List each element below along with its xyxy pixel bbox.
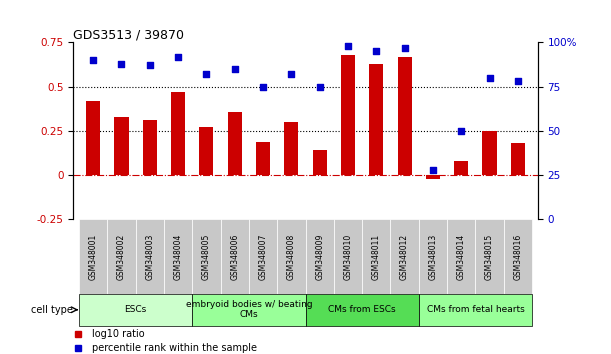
Bar bbox=[108, 219, 136, 294]
Text: GSM348014: GSM348014 bbox=[457, 234, 466, 280]
Point bbox=[202, 72, 211, 77]
Text: ESCs: ESCs bbox=[125, 305, 147, 314]
Bar bbox=[192, 294, 306, 326]
Bar bbox=[221, 219, 249, 294]
Text: GSM348009: GSM348009 bbox=[315, 233, 324, 280]
Point bbox=[145, 63, 155, 68]
Text: GSM348005: GSM348005 bbox=[202, 233, 211, 280]
Bar bbox=[447, 219, 475, 294]
Text: GSM348012: GSM348012 bbox=[400, 234, 409, 280]
Bar bbox=[199, 127, 213, 175]
Bar bbox=[277, 219, 306, 294]
Bar bbox=[419, 219, 447, 294]
Bar bbox=[475, 219, 503, 294]
Text: GSM348001: GSM348001 bbox=[89, 234, 98, 280]
Text: GSM348007: GSM348007 bbox=[258, 233, 268, 280]
Bar bbox=[362, 219, 390, 294]
Bar bbox=[171, 92, 185, 175]
Bar bbox=[306, 294, 419, 326]
Bar bbox=[419, 294, 532, 326]
Bar bbox=[454, 161, 468, 175]
Bar bbox=[483, 131, 497, 175]
Bar bbox=[249, 219, 277, 294]
Text: CMs from ESCs: CMs from ESCs bbox=[328, 305, 396, 314]
Point bbox=[485, 75, 494, 81]
Point bbox=[513, 79, 523, 84]
Text: cell type: cell type bbox=[31, 305, 73, 315]
Text: GSM348010: GSM348010 bbox=[343, 234, 353, 280]
Bar bbox=[79, 219, 108, 294]
Point bbox=[456, 128, 466, 134]
Text: embryoid bodies w/ beating
CMs: embryoid bodies w/ beating CMs bbox=[186, 300, 312, 319]
Point bbox=[230, 66, 240, 72]
Text: GSM348015: GSM348015 bbox=[485, 234, 494, 280]
Bar bbox=[369, 64, 383, 175]
Point bbox=[428, 167, 438, 173]
Point bbox=[258, 84, 268, 90]
Bar bbox=[143, 120, 157, 175]
Bar bbox=[503, 219, 532, 294]
Bar bbox=[334, 219, 362, 294]
Bar bbox=[426, 175, 440, 179]
Text: CMs from fetal hearts: CMs from fetal hearts bbox=[426, 305, 524, 314]
Bar bbox=[256, 142, 270, 175]
Bar bbox=[306, 219, 334, 294]
Bar bbox=[313, 150, 327, 175]
Bar bbox=[228, 112, 242, 175]
Point bbox=[117, 61, 126, 67]
Text: GSM348013: GSM348013 bbox=[428, 234, 437, 280]
Bar bbox=[114, 117, 128, 175]
Text: GSM348003: GSM348003 bbox=[145, 233, 154, 280]
Bar bbox=[511, 143, 525, 175]
Text: percentile rank within the sample: percentile rank within the sample bbox=[92, 343, 257, 353]
Text: GSM348002: GSM348002 bbox=[117, 234, 126, 280]
Text: GSM348006: GSM348006 bbox=[230, 233, 240, 280]
Bar bbox=[398, 57, 412, 175]
Bar bbox=[164, 219, 192, 294]
Bar bbox=[136, 219, 164, 294]
Bar bbox=[341, 55, 355, 175]
Point bbox=[371, 48, 381, 54]
Point bbox=[88, 57, 98, 63]
Point bbox=[400, 45, 409, 51]
Text: GDS3513 / 39870: GDS3513 / 39870 bbox=[73, 28, 185, 41]
Bar bbox=[390, 219, 419, 294]
Text: GSM348004: GSM348004 bbox=[174, 233, 183, 280]
Point bbox=[315, 84, 324, 90]
Bar bbox=[192, 219, 221, 294]
Point bbox=[287, 72, 296, 77]
Bar bbox=[86, 101, 100, 175]
Point bbox=[173, 54, 183, 59]
Text: GSM348016: GSM348016 bbox=[513, 234, 522, 280]
Point bbox=[343, 43, 353, 49]
Text: GSM348011: GSM348011 bbox=[371, 234, 381, 280]
Text: log10 ratio: log10 ratio bbox=[92, 329, 145, 339]
Bar bbox=[284, 122, 298, 175]
Bar bbox=[79, 294, 192, 326]
Text: GSM348008: GSM348008 bbox=[287, 234, 296, 280]
